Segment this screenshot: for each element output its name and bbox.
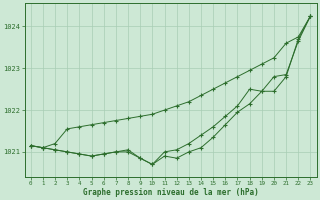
X-axis label: Graphe pression niveau de la mer (hPa): Graphe pression niveau de la mer (hPa) (83, 188, 259, 197)
